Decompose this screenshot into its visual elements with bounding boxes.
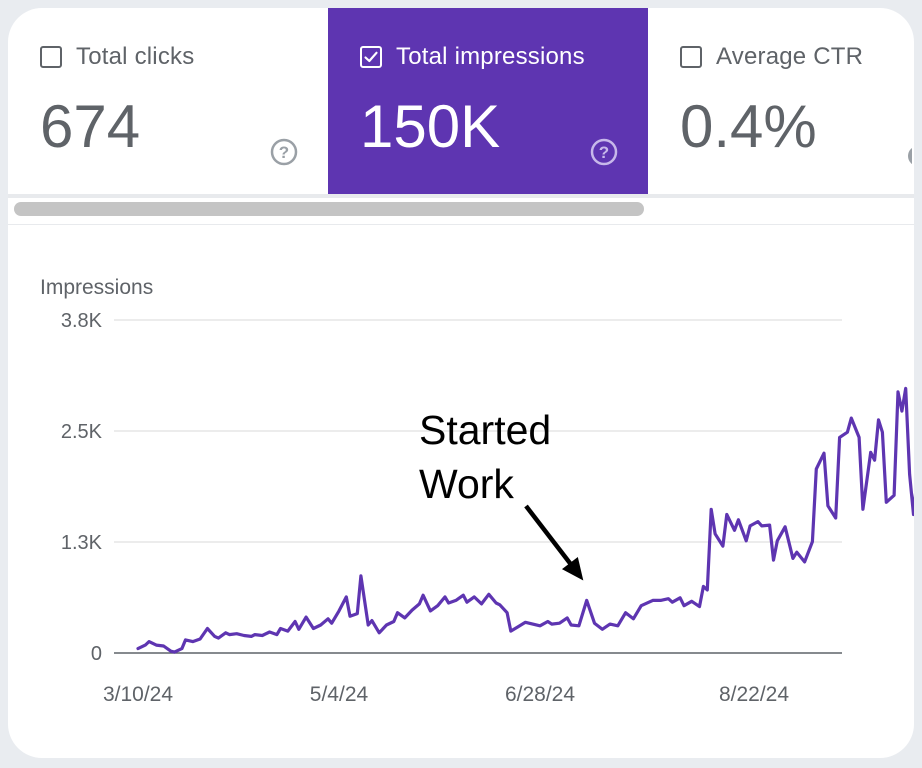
unchecked-checkbox-icon[interactable] [40,46,62,68]
metric-value: 0.4% [680,93,817,160]
metric-total-clicks[interactable]: Total clicks 674 ? [8,8,326,194]
metric-value: 674 [40,93,141,160]
metric-average-ctr[interactable]: Average CTR 0.4% [648,8,914,194]
checked-checkbox-icon[interactable] [360,46,382,68]
metric-label: Total clicks [76,43,195,70]
y-tick-label: 3.8K [61,310,103,332]
impressions-line-chart: Impressions 0 1.3K 2.5K 3.8K 3/10/24 5/4/24 6… [40,276,914,706]
help-circle-icon-partial[interactable] [908,146,912,166]
y-axis-ticks: 0 1.3K 2.5K 3.8K [61,310,103,665]
metric-total-impressions[interactable]: Total impressions 150K ? [328,8,648,194]
annotation-arrowhead [561,556,584,581]
horizontal-scrollbar[interactable] [8,198,914,225]
metric-tabs: Total clicks 674 ? Total impressions 150… [8,8,914,194]
unchecked-checkbox-icon[interactable] [680,46,702,68]
y-tick-label: 0 [91,643,102,665]
x-tick-label: 5/4/24 [310,683,369,706]
metric-label: Average CTR [716,43,864,70]
checkmark-icon [364,51,378,63]
scrollbar-thumb[interactable] [14,202,644,216]
help-circle-icon[interactable]: ? [270,138,298,166]
metric-label: Total impressions [396,43,585,70]
y-tick-label: 2.5K [61,421,103,443]
svg-text:?: ? [279,143,289,162]
impressions-series-line [136,386,914,654]
x-tick-label: 8/22/24 [719,683,789,706]
annotation-text-line2: Work [419,461,514,507]
annotation-arrow [524,504,578,573]
divider [8,194,914,198]
metric-header: Total impressions [360,40,585,74]
x-tick-label: 3/10/24 [103,683,173,706]
svg-text:?: ? [599,143,609,162]
annotation: Started Work [419,407,584,581]
metric-value: 150K [360,93,501,160]
y-axis-title: Impressions [40,276,153,299]
x-axis-ticks: 3/10/24 5/4/24 6/28/24 8/22/24 [103,683,789,706]
y-tick-label: 1.3K [61,532,103,554]
metric-header: Total clicks [40,40,194,74]
help-circle-icon[interactable]: ? [590,138,618,166]
performance-card: Total clicks 674 ? Total impressions 150… [8,8,914,758]
metric-header: Average CTR [680,40,863,74]
x-tick-label: 6/28/24 [505,683,575,706]
annotation-text-line1: Started [419,407,551,453]
